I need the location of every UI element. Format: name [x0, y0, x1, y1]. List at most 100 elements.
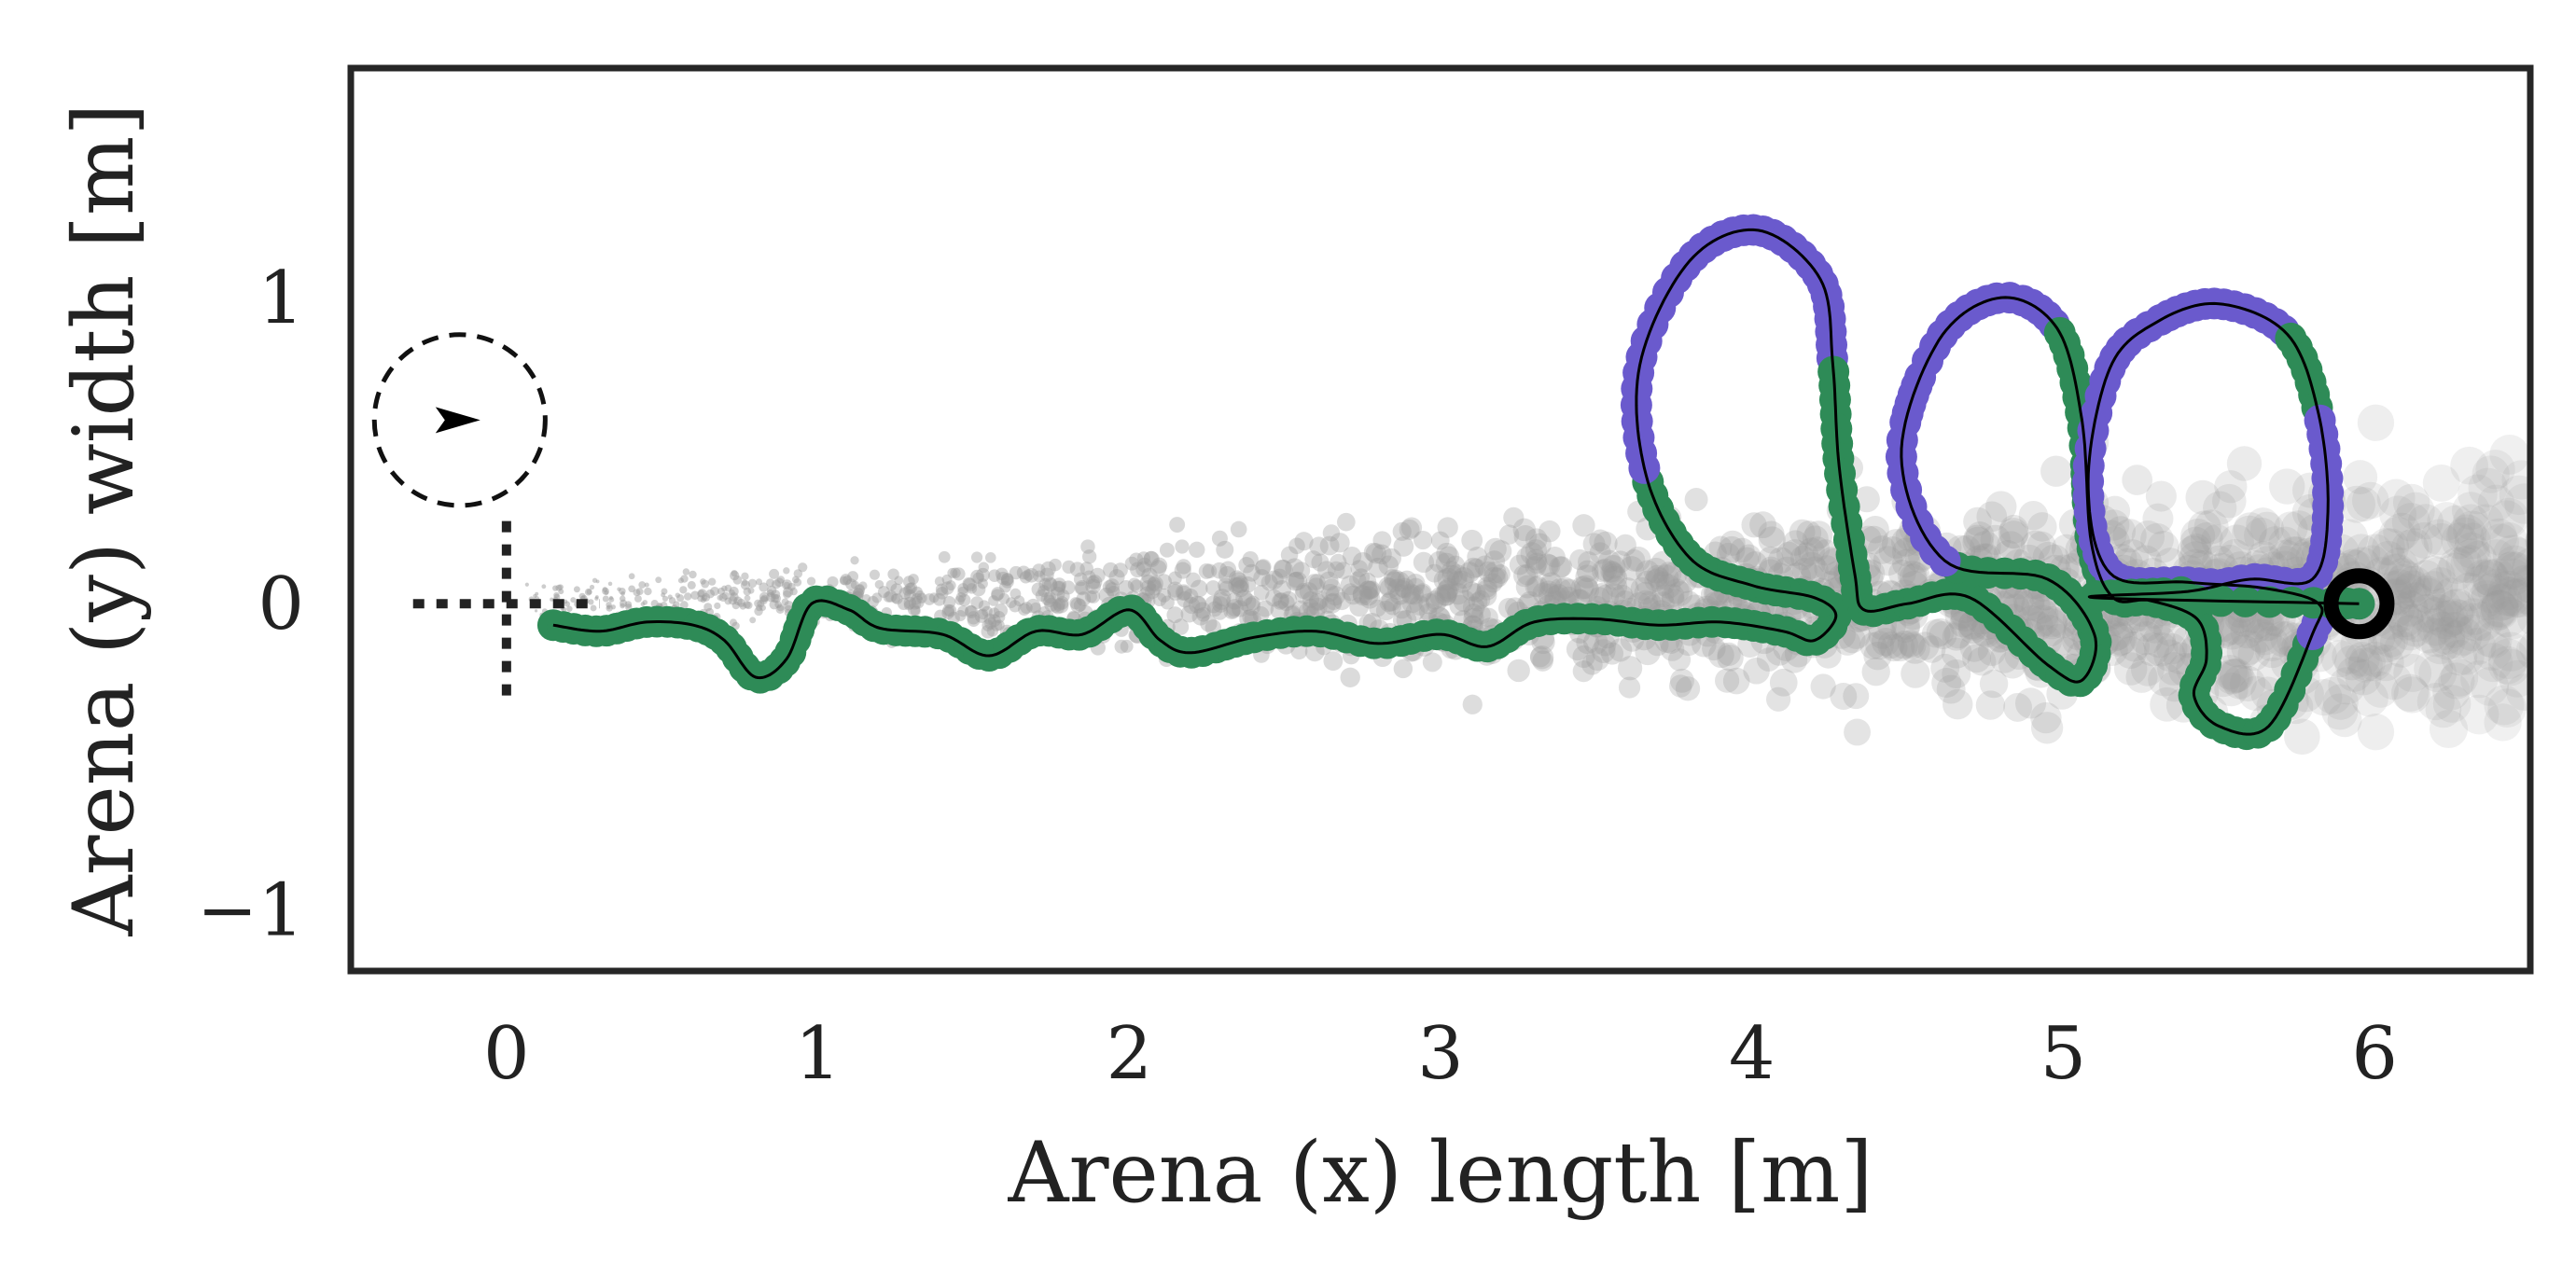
plume-particle [906, 582, 918, 594]
plume-particle [1237, 592, 1257, 612]
plume-particle [1591, 639, 1616, 664]
plume-particle [2346, 487, 2381, 522]
plume-particle [1334, 562, 1352, 579]
plume-particle [2470, 558, 2508, 596]
plume-particle [1853, 486, 1880, 513]
plume-particle [2368, 625, 2406, 663]
plume-particle [2269, 468, 2305, 505]
plume-particle [898, 587, 912, 600]
plume-particle [908, 574, 919, 585]
plume-particle [1185, 572, 1201, 588]
plume-particle [1288, 537, 1305, 555]
plume-particle [1601, 554, 1626, 579]
plume-particle [784, 601, 794, 611]
x-tick-label: 2 [1106, 1012, 1152, 1096]
plume-particle [2390, 530, 2430, 568]
plume-particle [2459, 540, 2498, 578]
plume-particle [982, 619, 995, 631]
plume-particle [2487, 500, 2526, 538]
plume-particle [2513, 564, 2530, 603]
plume-particle [1362, 580, 1381, 599]
plume-particle [2477, 484, 2515, 522]
plume-particle [898, 597, 911, 611]
plume-particle [2464, 559, 2502, 598]
plume-particle [2251, 608, 2285, 642]
plume-particle [1447, 570, 1468, 591]
plume-particle [1758, 520, 1785, 548]
plume-particle [993, 603, 1009, 618]
plume-particle [2372, 528, 2410, 566]
plume-particle [1230, 520, 1247, 538]
plume-particle [957, 586, 968, 598]
plume-particle [702, 592, 711, 602]
plume-particle [1159, 542, 1175, 558]
plume-particle [717, 587, 726, 595]
plume-particle [970, 569, 984, 584]
plume-particle [2177, 535, 2209, 568]
plume-particle [1661, 588, 1685, 612]
plume-particle [2472, 631, 2513, 672]
plume-particle [679, 601, 689, 609]
plume-particle [2040, 455, 2072, 487]
trajectory-path [552, 228, 2360, 736]
plume-particle [1572, 659, 1594, 683]
plume-particle [1049, 558, 1062, 572]
plume-particle [766, 578, 775, 588]
plume-particle [1400, 517, 1423, 538]
plume-particle [1692, 632, 1717, 658]
plume-particle [1009, 565, 1023, 580]
plume-particle [1212, 591, 1231, 610]
plume-particle [2441, 599, 2481, 639]
plume-particle [633, 589, 641, 597]
plume-particle [2473, 643, 2513, 683]
plume-particle [1539, 520, 1561, 543]
plume-particle [1378, 555, 1399, 576]
plume-particle [570, 597, 577, 603]
plume-particle [847, 571, 859, 582]
plume-particle [1025, 598, 1041, 614]
plume-particle [1009, 600, 1022, 613]
plume-particle [1200, 615, 1218, 632]
plume-particle [1318, 597, 1336, 614]
plume-particle [1211, 603, 1229, 620]
plume-particle [2142, 503, 2174, 534]
plume-particle [2489, 434, 2530, 475]
plume-particle [2395, 565, 2433, 603]
plume-particle [1294, 532, 1314, 551]
plume-particle [1525, 528, 1548, 551]
plume-particle [1880, 633, 1908, 662]
plume-particle [747, 587, 755, 594]
plume-particle [1812, 539, 1839, 566]
plume-particle [2142, 624, 2177, 659]
plume-particle [1253, 584, 1270, 601]
plume-particle [2238, 675, 2274, 712]
plume-particle [1491, 564, 1511, 584]
plume-particle [1273, 592, 1290, 609]
plume-particle [792, 576, 800, 584]
plume-particle [673, 601, 680, 608]
plume-particle [1962, 526, 1994, 559]
plume-particle [1781, 539, 1809, 567]
plume-particle [754, 606, 763, 617]
plume-particle [2435, 552, 2475, 591]
plume-particle [1814, 555, 1840, 581]
plume-particle [1610, 584, 1634, 608]
plume-particle [962, 576, 976, 590]
plume-particle [1572, 514, 1595, 537]
plume-particle [2423, 611, 2462, 651]
plume-particle [1112, 562, 1128, 578]
plume-particle [1965, 521, 1995, 550]
plume-particle [1897, 630, 1925, 658]
plume-particle [1037, 585, 1051, 598]
plume-particle [2453, 532, 2490, 569]
plume-particle [1225, 603, 1241, 618]
plume-particle [2374, 662, 2413, 700]
heading-arrow-icon [435, 407, 480, 434]
plume-particle [2437, 588, 2477, 628]
plume-particle [1425, 563, 1444, 583]
plume-particle [1191, 596, 1206, 611]
plume-particle [1459, 562, 1481, 583]
plume-particle [677, 577, 684, 584]
plume-particle [1791, 558, 1817, 584]
plume-particle [890, 583, 903, 596]
